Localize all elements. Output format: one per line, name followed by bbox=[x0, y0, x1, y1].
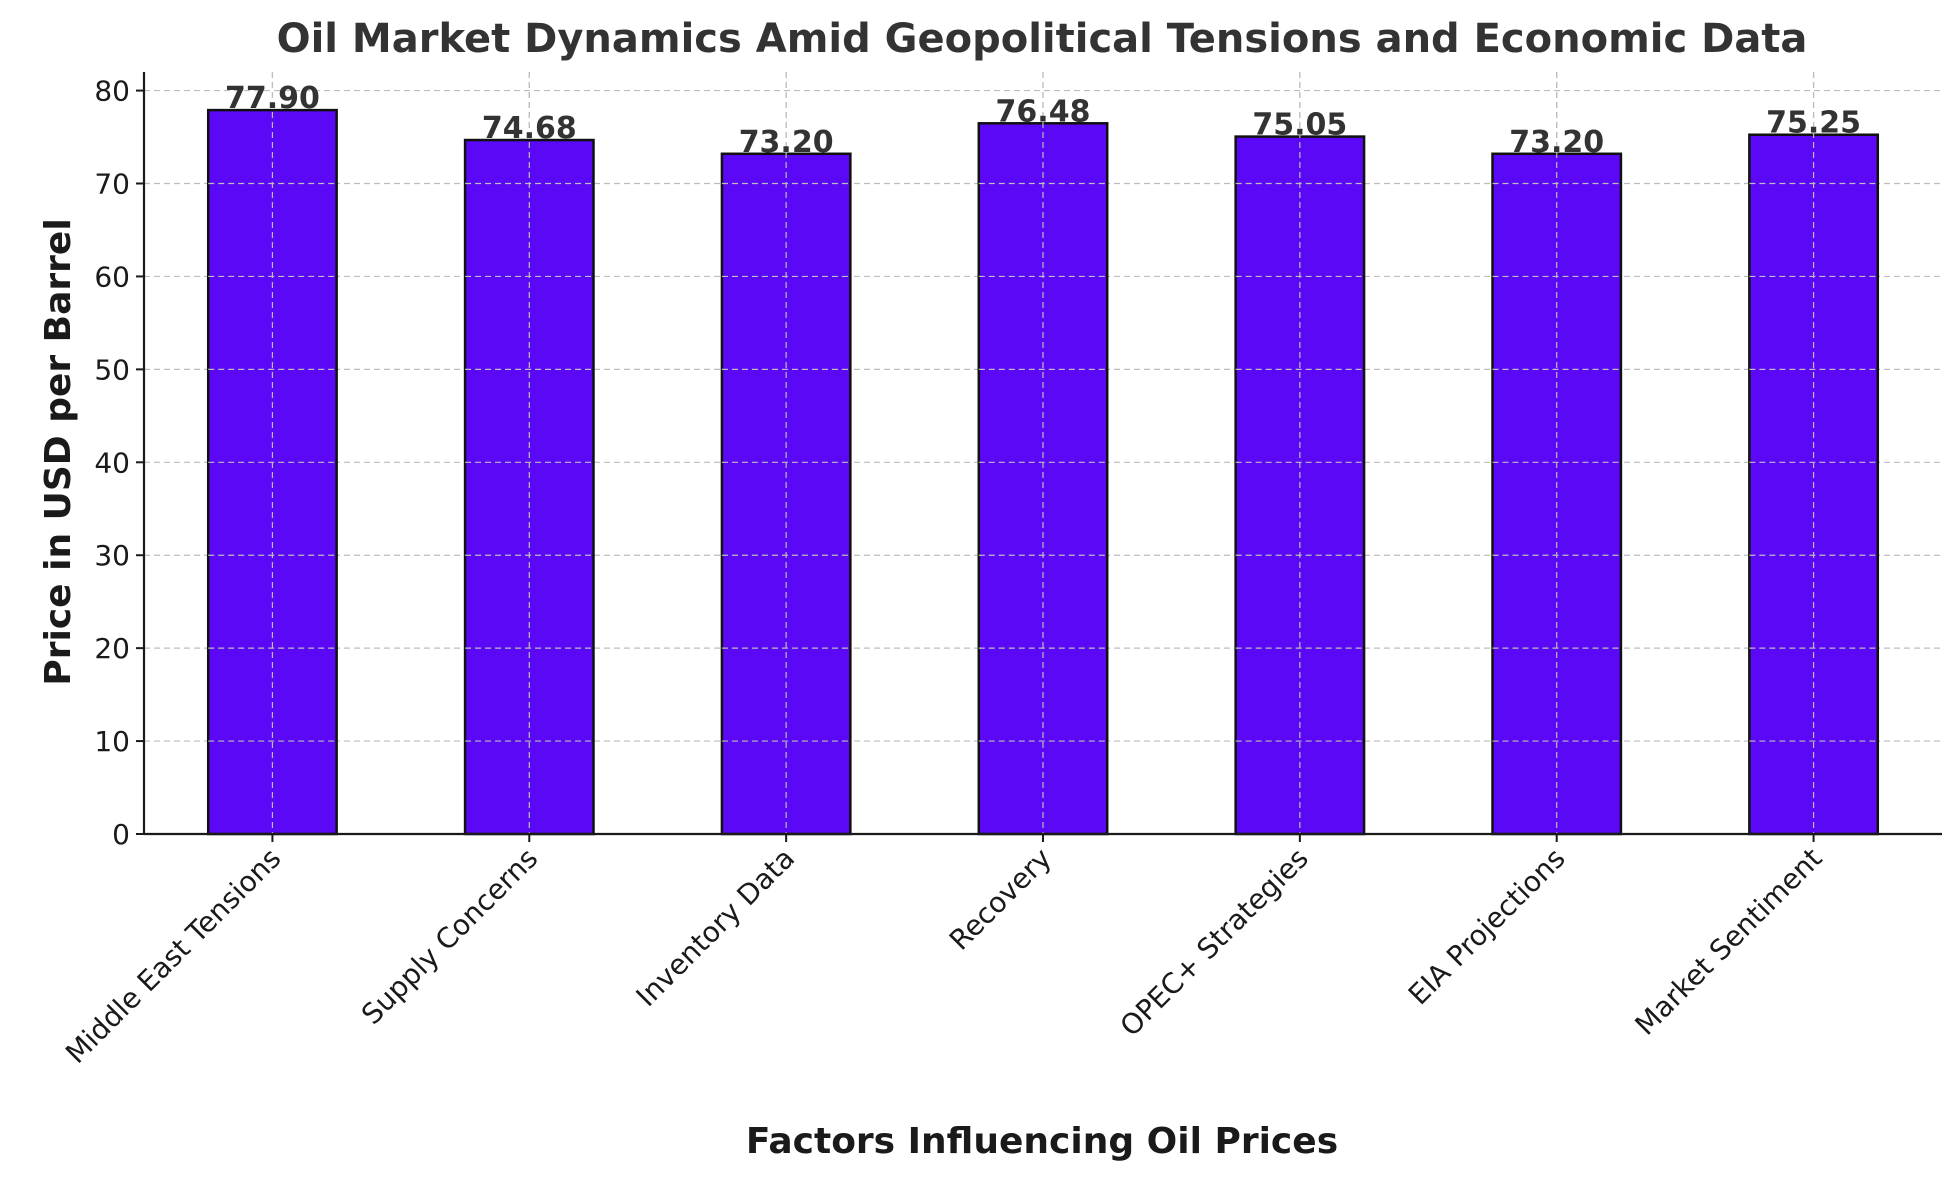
bar-value-label: 76.48 bbox=[996, 94, 1091, 129]
x-tick-label: OPEC+ Strategies bbox=[1114, 842, 1315, 1043]
bar-value-label: 73.20 bbox=[1509, 125, 1604, 160]
x-tick-label: Middle East Tensions bbox=[59, 842, 287, 1070]
bar-value-label: 74.68 bbox=[482, 111, 577, 146]
y-axis-label: Price in USD per Barrel bbox=[38, 218, 79, 685]
x-tick-label: Recovery bbox=[943, 842, 1058, 957]
x-tick-label: EIA Projections bbox=[1402, 842, 1572, 1012]
x-tick-label: Inventory Data bbox=[630, 842, 801, 1013]
y-tick-label: 30 bbox=[94, 539, 130, 572]
bar-value-label: 77.90 bbox=[225, 81, 320, 116]
y-tick-label: 80 bbox=[94, 75, 130, 108]
chart-title: Oil Market Dynamics Amid Geopolitical Te… bbox=[277, 16, 1808, 62]
y-tick-label: 0 bbox=[112, 818, 130, 851]
y-tick-label: 10 bbox=[94, 725, 130, 758]
bar-value-label: 73.20 bbox=[739, 125, 834, 160]
y-tick-label: 20 bbox=[94, 632, 130, 665]
y-tick-label: 50 bbox=[94, 353, 130, 386]
data-labels: 77.90 74.68 73.20 76.48 75.05 73.20 75.25 bbox=[225, 81, 1861, 160]
y-tick-label: 40 bbox=[94, 446, 130, 479]
bars bbox=[206, 72, 1880, 836]
y-tick-label: 70 bbox=[94, 168, 130, 201]
x-tick-label: Supply Concerns bbox=[355, 842, 544, 1031]
bar-value-label: 75.05 bbox=[1252, 108, 1347, 143]
x-axis-label: Factors Influencing Oil Prices bbox=[746, 1121, 1338, 1162]
y-tick-label: 60 bbox=[94, 260, 130, 293]
x-tick-label: Market Sentiment bbox=[1628, 842, 1828, 1042]
axes bbox=[136, 72, 1942, 842]
bar-value-label: 75.25 bbox=[1766, 106, 1861, 141]
